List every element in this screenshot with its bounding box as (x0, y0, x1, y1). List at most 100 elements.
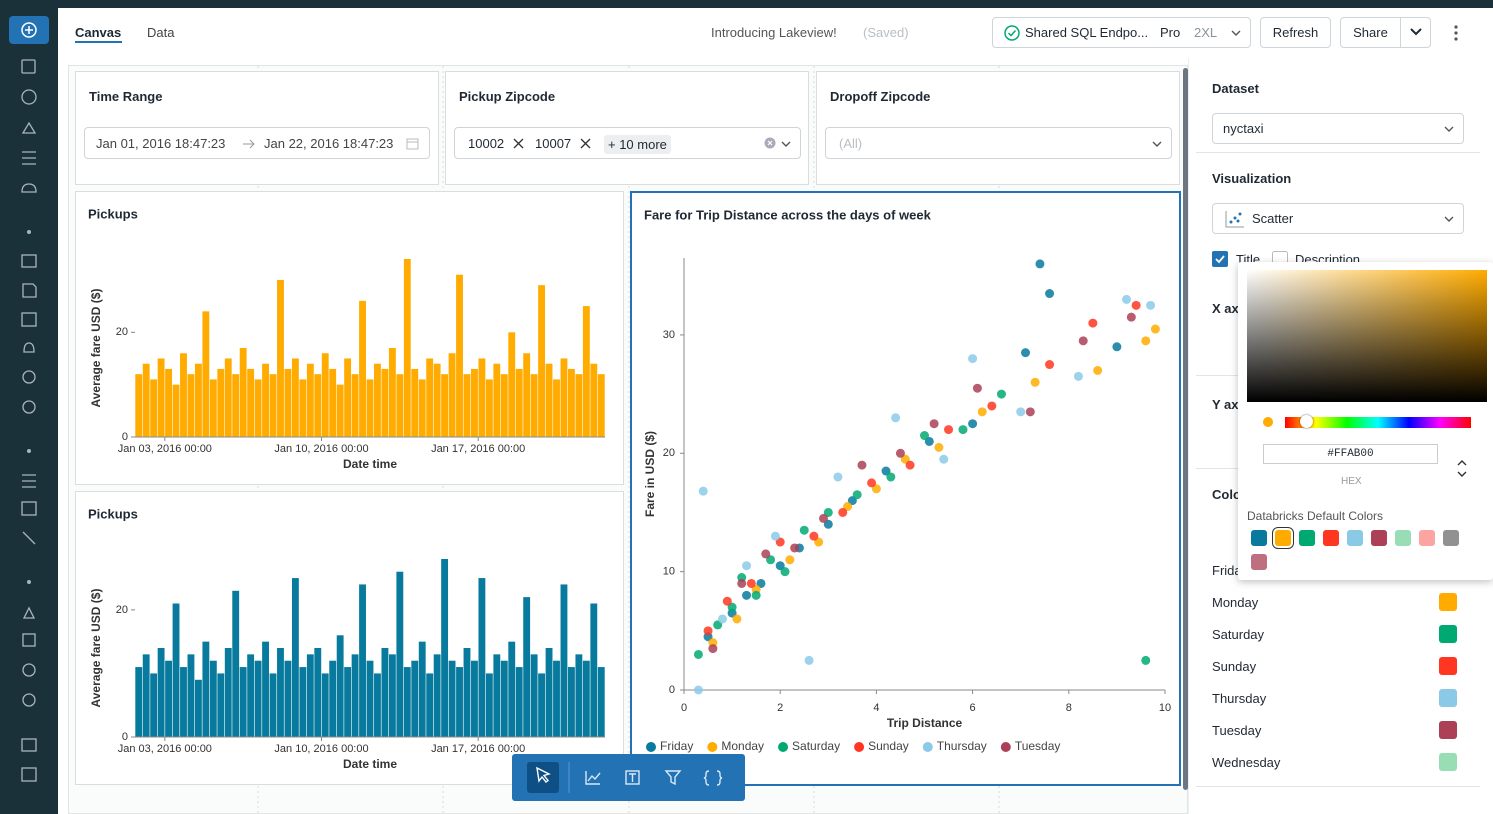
y-tick-label: 20 (663, 447, 675, 459)
point (819, 514, 828, 523)
tab[interactable]: Canvas (75, 25, 121, 40)
series-color[interactable] (1439, 721, 1457, 739)
bar (486, 673, 493, 737)
chart-widget[interactable]: Fare for Trip Distance across the days o… (630, 191, 1181, 786)
visualization-select[interactable]: Scatter (1212, 203, 1464, 234)
point (978, 407, 987, 416)
share-menu-button[interactable] (1400, 17, 1431, 48)
tab[interactable]: Data (147, 25, 174, 40)
end-date[interactable]: Jan 22, 2016 18:47:23 (264, 136, 402, 151)
format-toggle[interactable] (1457, 459, 1467, 479)
checkbox-checked[interactable] (1212, 251, 1228, 267)
color-swatch[interactable] (1419, 530, 1435, 546)
chart: PickupsDate timeAverage fare USD ($)020J… (76, 192, 623, 484)
point (1031, 378, 1040, 387)
color-swatch[interactable] (1443, 530, 1459, 546)
series-color[interactable] (1439, 657, 1457, 675)
color-swatch[interactable] (1395, 530, 1411, 546)
filter-title: Pickup Zipcode (459, 89, 555, 104)
series-name: Wednesday (1212, 755, 1280, 770)
bar (553, 379, 560, 437)
calendar-icon (406, 137, 419, 150)
bar (180, 667, 187, 737)
start-date[interactable]: Jan 01, 2016 18:47:23 (96, 136, 234, 151)
x-tick-label: Jan 10, 2016 00:00 (274, 443, 368, 455)
point (973, 384, 982, 393)
scatter-icon (1225, 210, 1245, 228)
point (1141, 336, 1150, 345)
bar (329, 369, 336, 437)
kebab-menu[interactable] (1450, 24, 1462, 42)
select[interactable]: (All) (825, 127, 1172, 159)
point (781, 567, 790, 576)
bar (374, 673, 381, 737)
color-swatch[interactable] (1299, 530, 1315, 546)
bar (426, 673, 433, 737)
point (934, 443, 943, 452)
color-swatch[interactable] (1371, 530, 1387, 546)
hex-label: HEX (1341, 476, 1362, 487)
bar (441, 559, 448, 737)
series-color[interactable] (1439, 593, 1457, 611)
chip-remove[interactable] (580, 138, 591, 149)
series-color[interactable] (1439, 753, 1457, 771)
color-swatch[interactable] (1275, 530, 1291, 546)
series-color[interactable] (1439, 689, 1457, 707)
multi-select[interactable]: 10002 10007 + 10 more (454, 127, 801, 159)
tab-underline (75, 41, 122, 43)
more-chip[interactable]: + 10 more (604, 135, 671, 154)
point (805, 656, 814, 665)
y-tick-label: 20 (116, 604, 128, 616)
color-swatch[interactable] (1251, 554, 1267, 570)
point (838, 508, 847, 517)
notice[interactable]: Introducing Lakeview! (711, 25, 837, 40)
bar (225, 648, 232, 737)
x-axis-title: Date time (343, 457, 397, 471)
chevron (1410, 27, 1422, 37)
bar (434, 364, 441, 437)
bar (307, 364, 314, 437)
bar (292, 578, 299, 737)
point (718, 614, 727, 623)
color-swatch[interactable] (1347, 530, 1363, 546)
bar (359, 584, 366, 737)
chip-remove[interactable] (513, 138, 524, 149)
bar (255, 661, 262, 737)
refresh-button[interactable]: Refresh (1260, 17, 1331, 48)
bar (381, 648, 388, 737)
bar (247, 369, 254, 437)
color-swatch[interactable] (1251, 530, 1267, 546)
y-tick-label: 0 (122, 431, 128, 443)
sidebar (0, 0, 58, 814)
y-tick-label: 10 (663, 566, 675, 578)
point (732, 614, 741, 623)
hex-input[interactable]: #FFAB00 (1263, 444, 1438, 464)
arrow-icon (242, 139, 256, 149)
color-swatch[interactable] (1323, 530, 1339, 546)
y-axis-title: Fare in USD ($) (643, 431, 657, 517)
legend-label: Saturday (792, 739, 840, 753)
bar (322, 353, 329, 437)
bar (367, 379, 374, 437)
point (800, 526, 809, 535)
y-axis-title: Average fare USD ($) (89, 589, 103, 708)
date-range-input[interactable]: Jan 01, 2016 18:47:23 Jan 22, 2016 18:47… (84, 127, 430, 159)
legend-marker (854, 742, 864, 752)
filter-title: Time Range (89, 89, 162, 104)
x-tick-label: Jan 03, 2016 00:00 (118, 443, 212, 455)
point (742, 561, 751, 570)
series-color[interactable] (1439, 625, 1457, 643)
bar (441, 374, 448, 437)
bar (598, 667, 605, 737)
share-button[interactable]: Share (1340, 17, 1401, 48)
bar (292, 358, 299, 437)
divider (1196, 152, 1480, 153)
y-axis-title: Average fare USD ($) (89, 289, 103, 408)
dataset-select[interactable]: nyctaxi (1212, 113, 1464, 144)
warehouse-select[interactable]: Shared SQL Endpo... Pro 2XL (992, 17, 1251, 48)
filter-widget: Pickup Zipcode 10002 10007 + 10 more (445, 71, 809, 185)
point (920, 431, 929, 440)
hue-thumb[interactable] (1300, 415, 1313, 428)
clear-icon[interactable] (764, 137, 776, 149)
